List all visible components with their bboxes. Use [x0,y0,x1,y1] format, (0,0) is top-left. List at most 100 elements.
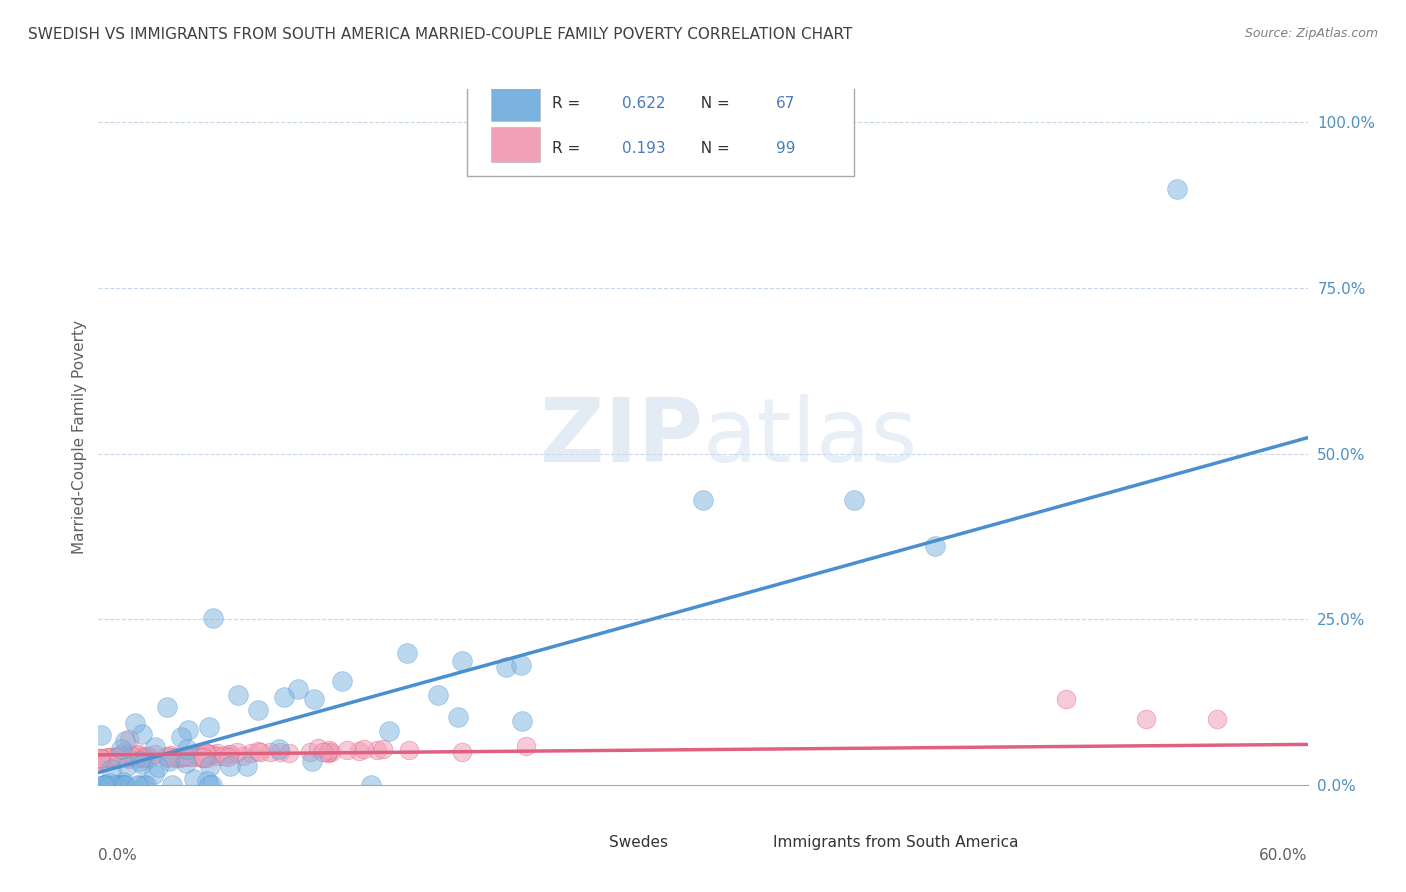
Point [143,740,166,755]
Point [495,660,517,674]
Point [157,754,180,768]
FancyBboxPatch shape [721,830,763,855]
Text: SWEDISH VS IMMIGRANTS FROM SOUTH AMERICA MARRIED-COUPLE FAMILY POVERTY CORRELATI: SWEDISH VS IMMIGRANTS FROM SOUTH AMERICA… [28,27,852,42]
Point [110,748,132,763]
Point [451,745,474,759]
Point [114,750,136,764]
Text: 0.0%: 0.0% [98,847,138,863]
Point [319,745,342,759]
Point [844,493,866,508]
Point [269,745,291,759]
Point [198,720,221,734]
Point [191,749,214,764]
Text: R =: R = [551,95,585,111]
Point [89,750,111,764]
Point [97,750,120,764]
Text: Source: ZipAtlas.com: Source: ZipAtlas.com [1244,27,1378,40]
Text: 0.622: 0.622 [621,95,665,111]
Point [1135,712,1157,726]
Point [1054,691,1077,706]
Point [1206,712,1229,726]
Point [217,749,239,764]
Point [316,746,339,760]
Point [312,745,335,759]
FancyBboxPatch shape [492,128,540,162]
Point [298,745,321,759]
Point [134,751,156,765]
Point [426,688,449,702]
Text: N =: N = [690,141,734,156]
Point [114,734,136,748]
Point [131,749,153,764]
Point [218,758,240,772]
Point [125,778,148,792]
Point [249,745,271,759]
Point [247,744,270,758]
Point [114,778,136,792]
Point [183,772,205,786]
Point [115,750,138,764]
Point [353,742,375,756]
Point [330,674,353,689]
Text: ZIP: ZIP [540,393,703,481]
FancyBboxPatch shape [467,72,855,177]
Point [146,759,169,773]
Point [90,728,112,742]
Point [200,747,222,762]
Point [169,751,191,765]
Point [114,749,136,764]
Point [170,731,193,745]
Point [177,750,200,764]
Point [100,762,122,776]
Point [177,723,200,738]
Point [316,745,339,759]
Point [118,752,141,766]
Text: atlas: atlas [703,393,918,481]
Point [191,747,214,762]
Point [134,748,156,763]
Point [159,748,181,763]
Point [93,778,115,792]
Point [232,748,254,763]
Point [205,746,228,760]
Point [129,751,152,765]
Point [124,716,146,731]
Point [129,751,152,765]
Point [195,751,218,765]
Point [115,749,138,764]
Point [212,749,235,764]
Point [187,750,209,764]
Point [127,748,149,763]
Point [91,778,114,792]
Point [143,747,166,761]
Point [195,774,218,789]
Point [205,748,228,763]
Point [197,778,219,792]
Point [131,756,153,771]
Point [136,748,159,763]
Point [451,654,474,668]
Point [188,748,211,763]
Point [167,749,190,764]
Point [172,750,194,764]
Point [108,778,131,792]
Text: N =: N = [690,95,734,111]
Point [165,751,187,765]
Point [287,682,309,697]
Point [118,731,141,746]
Point [91,754,114,768]
Point [218,747,240,761]
Text: 0.193: 0.193 [621,141,665,156]
Point [304,691,326,706]
Point [89,751,111,765]
Point [318,743,340,757]
Point [200,778,222,792]
Point [447,710,470,724]
Point [246,703,269,717]
Point [105,752,128,766]
Point [155,750,177,764]
Point [97,750,120,764]
Point [138,751,160,765]
Point [259,745,281,759]
Point [157,751,180,765]
